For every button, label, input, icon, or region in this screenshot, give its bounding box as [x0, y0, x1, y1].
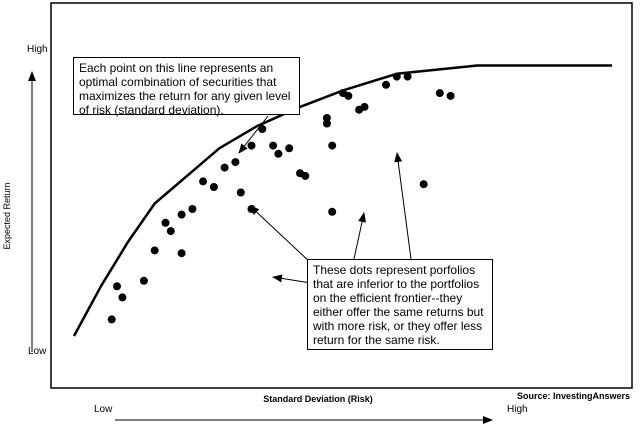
portfolio-dot	[285, 144, 294, 153]
y-high-label: High	[27, 44, 48, 55]
x-high-label: High	[507, 404, 528, 415]
portfolio-dot	[344, 91, 353, 100]
portfolio-dot	[382, 80, 390, 89]
portfolio-dot	[177, 210, 186, 219]
portfolio-dot	[166, 227, 175, 236]
portfolio-dot	[139, 276, 148, 285]
portfolio-dot	[247, 141, 256, 150]
portfolio-dot	[258, 125, 267, 133]
frontier-layer	[72, 64, 612, 337]
portfolio-dot	[328, 141, 337, 150]
portfolio-dot	[209, 183, 218, 191]
portfolio-dot	[274, 149, 283, 158]
portfolio-dot	[236, 188, 245, 197]
plot-frame	[50, 2, 633, 389]
portfolio-dot	[220, 163, 229, 172]
source-label: Source: InvestingAnswers	[517, 391, 630, 401]
frontier-callout-arrow	[238, 115, 269, 154]
portfolio-dot	[435, 89, 444, 98]
x-low-label: Low	[94, 404, 113, 415]
portfolio-dot	[231, 158, 240, 167]
portfolio-dot	[199, 177, 208, 186]
portfolio-dot	[188, 205, 197, 213]
dots-callout-arrow-right	[394, 152, 412, 260]
portfolio-dot	[107, 315, 116, 324]
portfolio-dot	[269, 141, 278, 150]
portfolio-dot	[247, 205, 256, 213]
inferior-portfolios-callout: These dots represent porfolios that are …	[307, 259, 493, 350]
dots-callout-arrow-middle	[353, 212, 366, 260]
portfolio-dot	[419, 180, 428, 189]
efficient-frontier-line	[72, 64, 612, 337]
portfolio-dot	[392, 72, 401, 81]
portfolio-dots	[107, 72, 455, 324]
portfolio-dot	[360, 102, 369, 111]
portfolio-dot	[118, 293, 127, 302]
dots-callout-arrow-upper	[249, 205, 312, 264]
x-axis-label: Standard Deviation (Risk)	[263, 394, 373, 404]
portfolio-dot	[301, 171, 310, 180]
portfolio-dot	[446, 91, 455, 100]
dots-callout-arrow-lower	[272, 274, 312, 284]
portfolio-dot	[177, 249, 186, 258]
portfolio-dot	[322, 119, 331, 128]
portfolio-dot	[150, 246, 159, 255]
portfolio-dot	[322, 114, 331, 122]
portfolio-dot	[161, 218, 170, 227]
portfolio-dot	[328, 207, 337, 216]
y-low-label: Low	[28, 346, 47, 357]
y-axis-label: Expected Return	[2, 182, 12, 249]
portfolio-dot	[403, 72, 412, 81]
frontier-callout: Each point on this line represents an op…	[73, 57, 300, 117]
portfolio-dot	[113, 282, 121, 291]
